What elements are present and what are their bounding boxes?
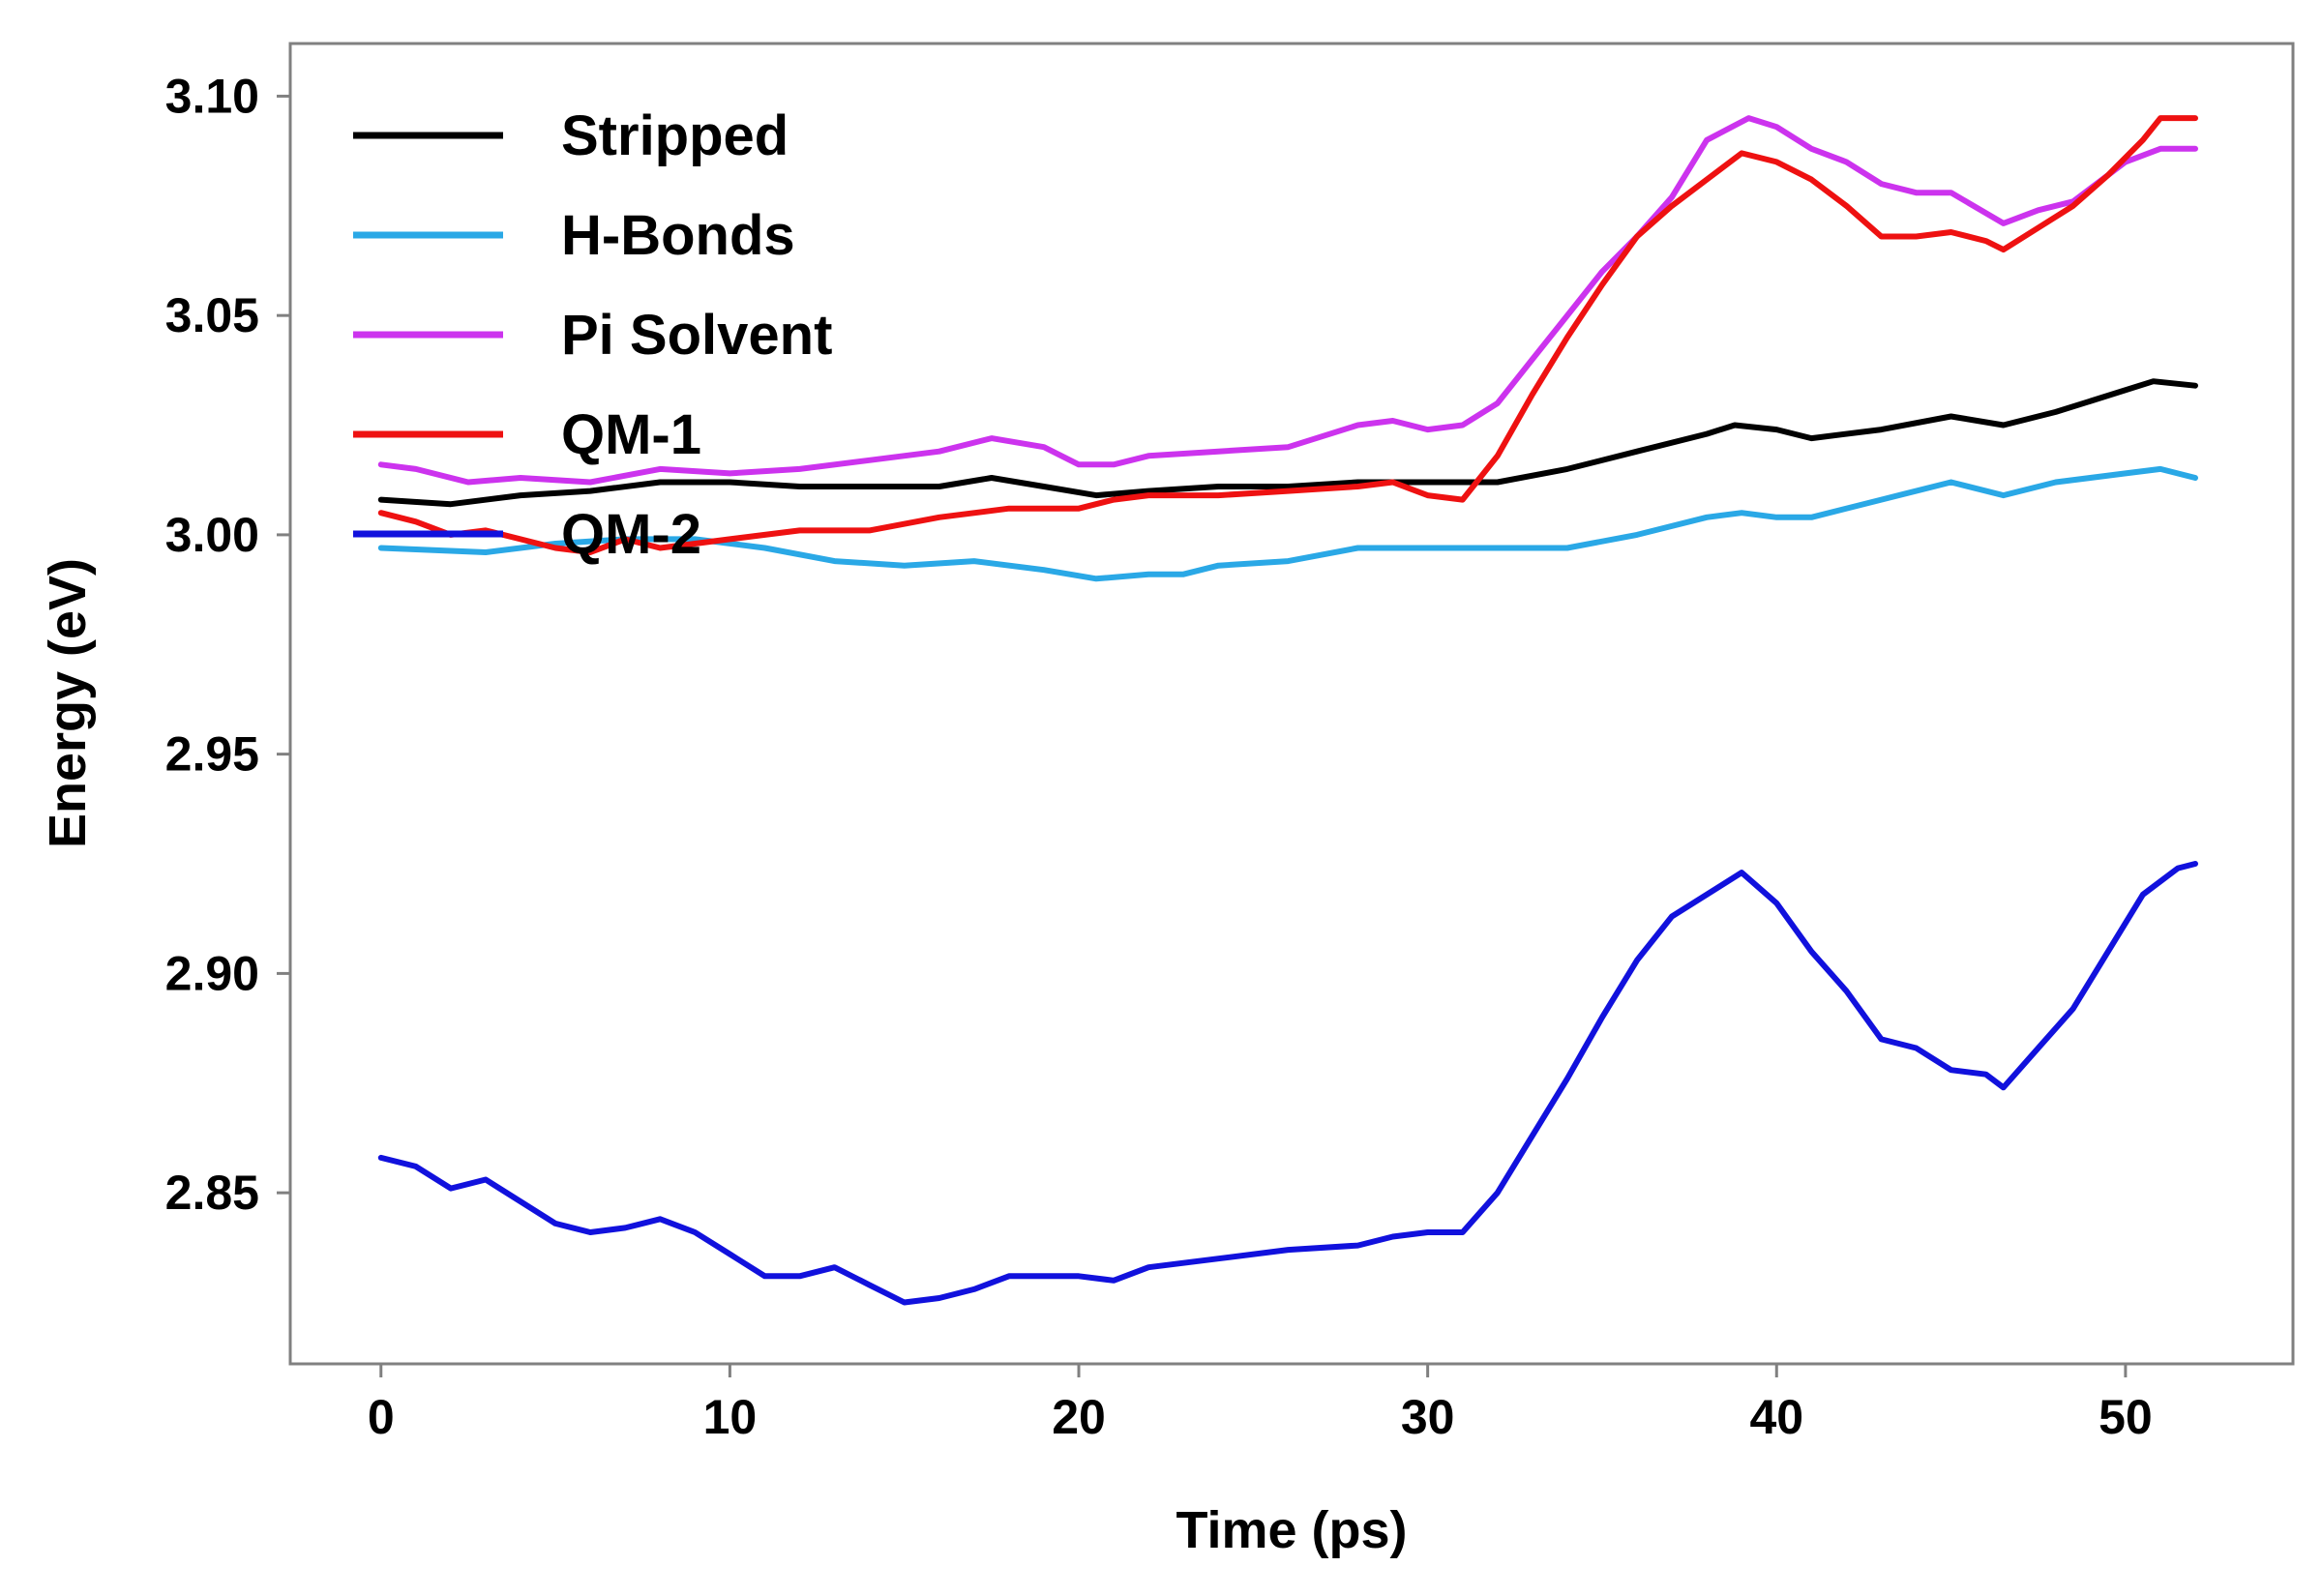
series-line-qm-1 [377, 115, 2198, 555]
y-tick-label: 2.95 [165, 727, 259, 782]
legend: Stripped H-Bonds Pi Solvent QM-1 QM-2 [353, 104, 832, 566]
x-tick-label: 10 [703, 1390, 758, 1444]
y-tick-label: 2.90 [165, 946, 259, 1000]
y-tick-label: 3.10 [165, 69, 259, 123]
y-tick-label: 3.00 [165, 508, 259, 562]
axis-layer: 0 10 20 30 40 50 2.85 2.90 2.95 3.00 3.05 3.10 [165, 69, 2153, 1444]
x-tick-label: 20 [1052, 1390, 1106, 1444]
legend-label: Stripped [561, 104, 789, 167]
series-line-stripped [377, 378, 2198, 508]
x-tick-label: 50 [2099, 1390, 2153, 1444]
series-line-h-bonds [377, 465, 2198, 582]
legend-label: Pi Solvent [561, 304, 832, 367]
series-line-pi-solvent [377, 115, 2198, 486]
x-tick-label: 0 [368, 1390, 395, 1444]
legend-label: H-Bonds [561, 204, 795, 267]
x-tick-label: 40 [1749, 1390, 1803, 1444]
legend-label: QM-2 [561, 503, 701, 566]
y-tick-label: 3.05 [165, 288, 259, 342]
x-axis-title: Time (ps) [1176, 1501, 1407, 1559]
series-line-qm-2 [377, 861, 2198, 1306]
series-layer [377, 115, 2198, 1306]
y-axis-title: Energy (eV) [39, 558, 97, 848]
x-tick-label: 30 [1401, 1390, 1455, 1444]
plot-area-frame [288, 42, 2295, 1366]
y-tick-label: 2.85 [165, 1166, 259, 1220]
legend-label: QM-1 [561, 403, 701, 466]
